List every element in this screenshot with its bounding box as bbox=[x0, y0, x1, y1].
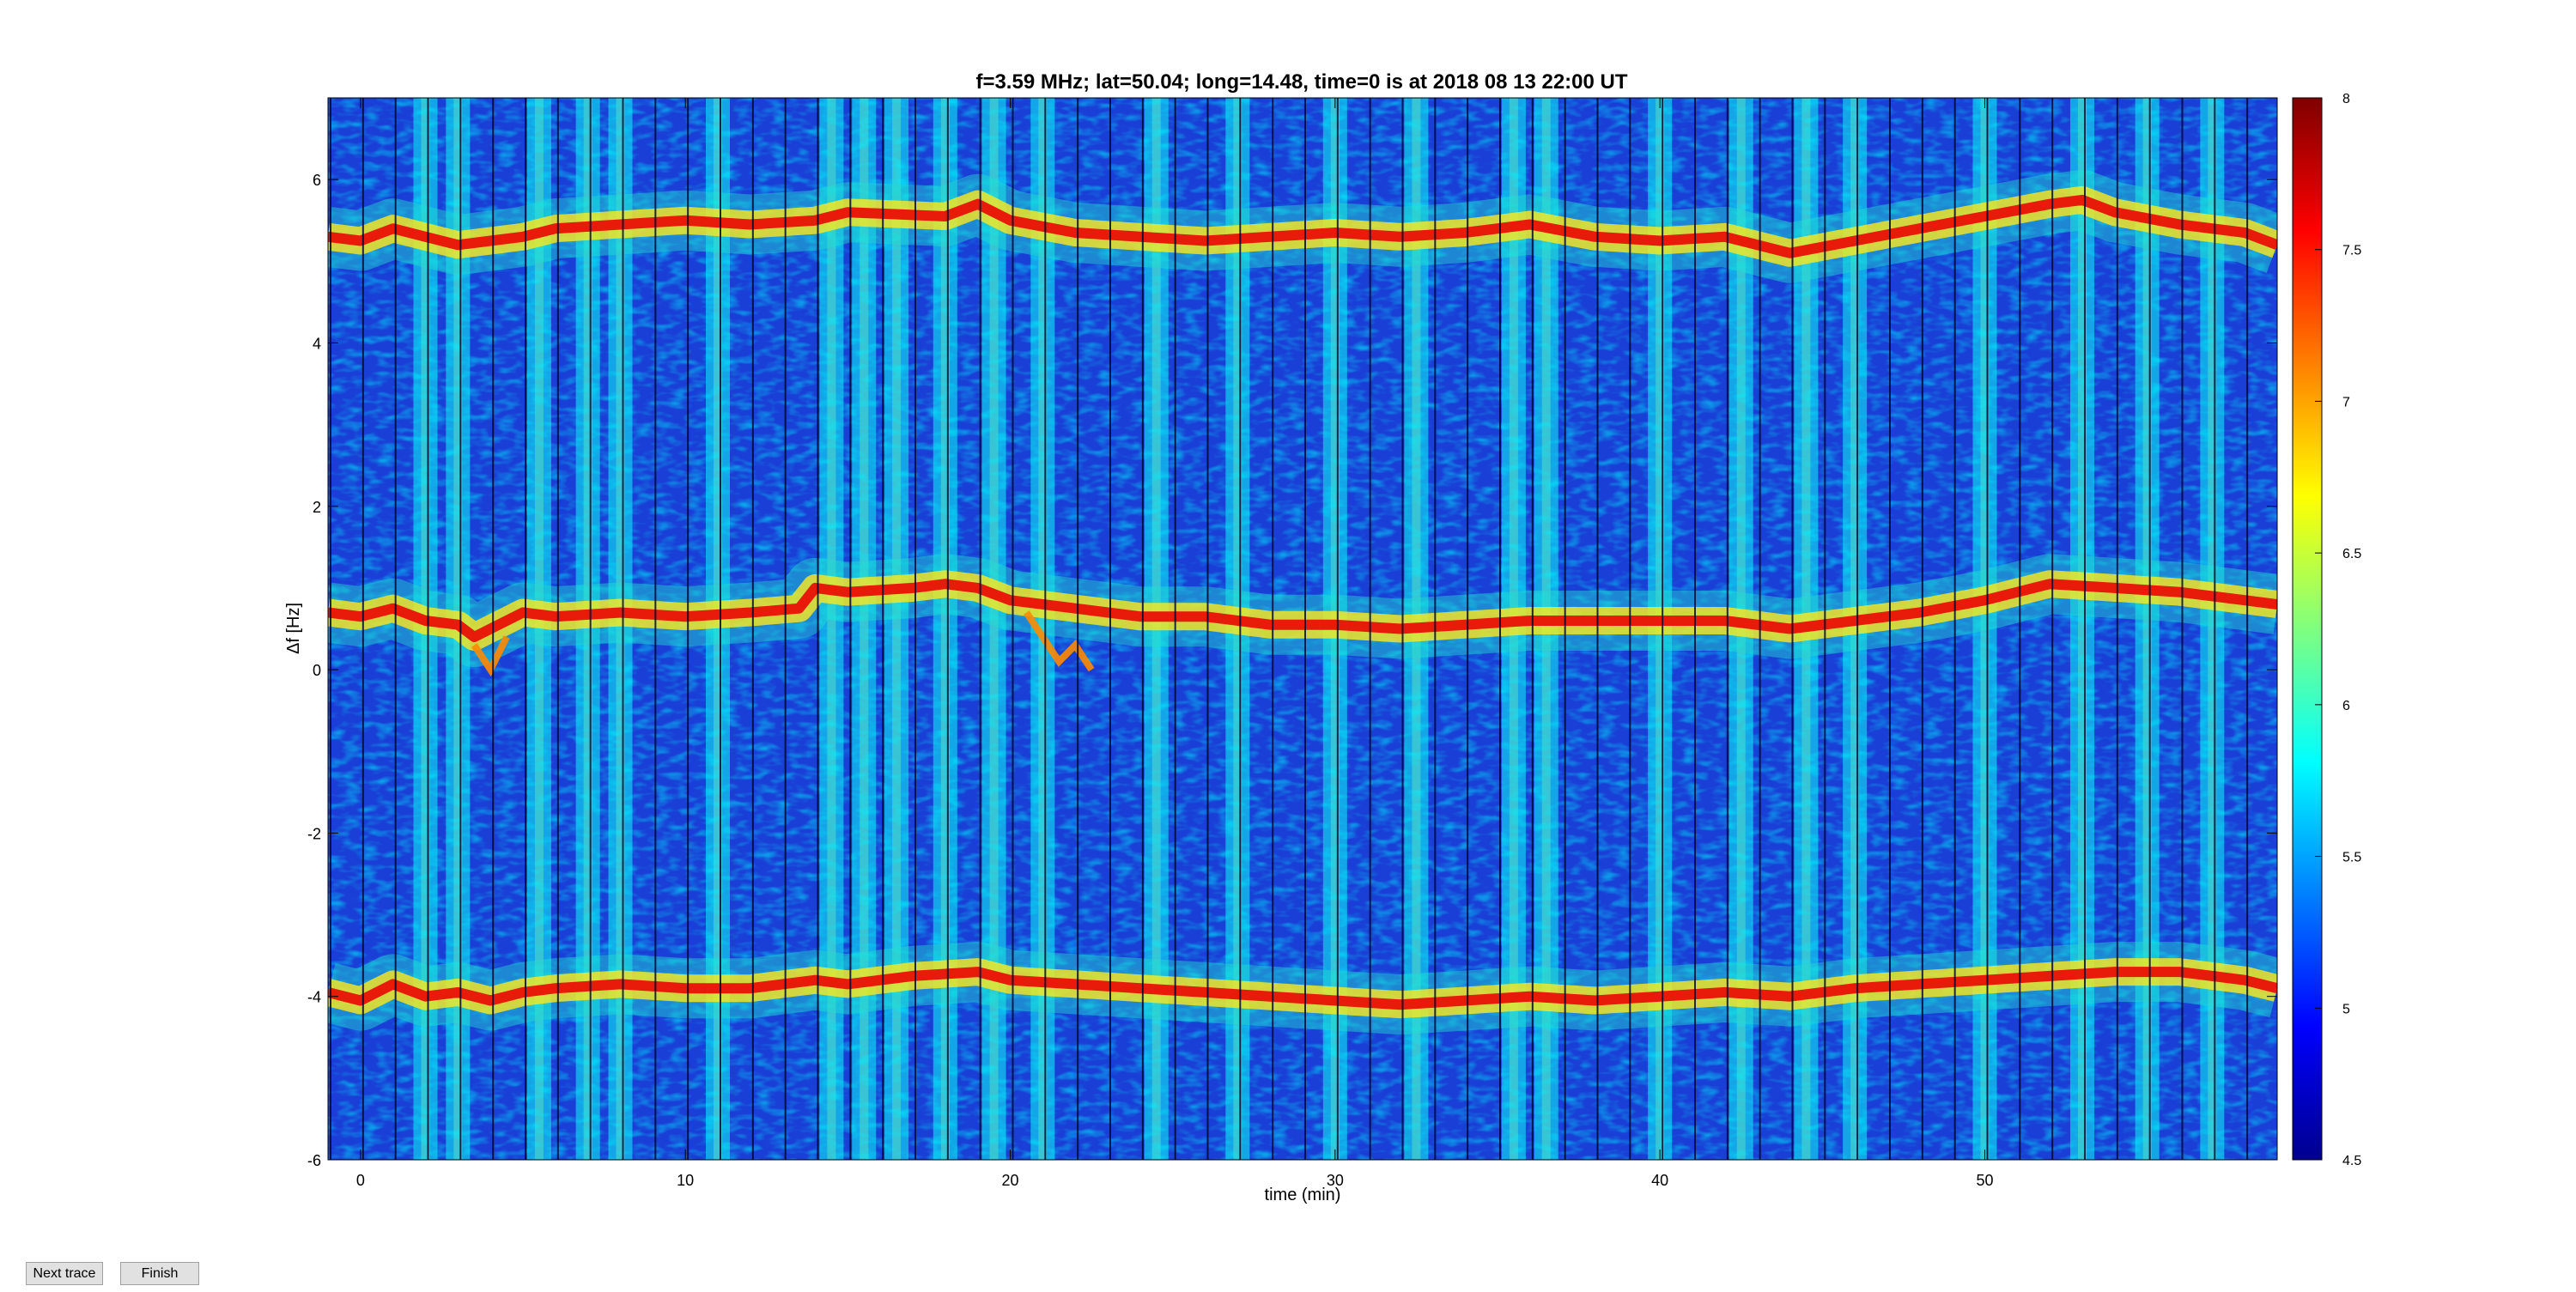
colorbar-tick-label: 4.5 bbox=[2342, 1154, 2361, 1168]
trace-branch bbox=[471, 635, 510, 677]
x-tick-label: 0 bbox=[356, 1172, 365, 1189]
y-tick-label: 2 bbox=[313, 499, 321, 516]
colorbar-tick-label: 8 bbox=[2342, 92, 2350, 106]
colorbar bbox=[2292, 97, 2323, 1161]
x-tick-label: 30 bbox=[1327, 1172, 1344, 1189]
y-tick-label: -2 bbox=[307, 825, 321, 842]
colorbar-tick-label: 7.5 bbox=[2342, 244, 2361, 258]
x-tick-label: 50 bbox=[1976, 1172, 1993, 1189]
y-tick-label: 4 bbox=[313, 335, 321, 352]
next-trace-button[interactable]: Next trace bbox=[26, 1262, 103, 1285]
finish-button[interactable]: Finish bbox=[120, 1262, 199, 1285]
colorbar-tick-label: 6.5 bbox=[2342, 547, 2361, 561]
plot-area bbox=[328, 98, 2277, 1160]
colorbar-tick-label: 6 bbox=[2342, 699, 2350, 713]
y-axis-label: Δf [Hz] bbox=[284, 603, 303, 654]
trace-line bbox=[328, 967, 2277, 1010]
x-tick-label: 20 bbox=[1001, 1172, 1018, 1189]
colorbar-tick-label: 5.5 bbox=[2342, 851, 2361, 865]
colorbar-tick-label: 7 bbox=[2342, 395, 2350, 409]
y-tick-label: -4 bbox=[307, 989, 321, 1006]
y-tick-label: 0 bbox=[313, 662, 321, 679]
chart-title: f=3.59 MHz; lat=50.04; long=14.48, time=… bbox=[975, 70, 1627, 94]
x-axis-label: time (min) bbox=[1265, 1186, 1341, 1204]
colorbar-tick-label: 5 bbox=[2342, 1002, 2350, 1016]
trace-line bbox=[328, 194, 2277, 258]
trace-line bbox=[328, 579, 2277, 642]
x-tick-label: 10 bbox=[677, 1172, 694, 1189]
trace-branch bbox=[1024, 610, 1095, 672]
y-tick-label: -6 bbox=[307, 1152, 321, 1169]
x-tick-label: 40 bbox=[1651, 1172, 1668, 1189]
plot-frame bbox=[327, 97, 2278, 1161]
y-tick-label: 6 bbox=[313, 172, 321, 189]
